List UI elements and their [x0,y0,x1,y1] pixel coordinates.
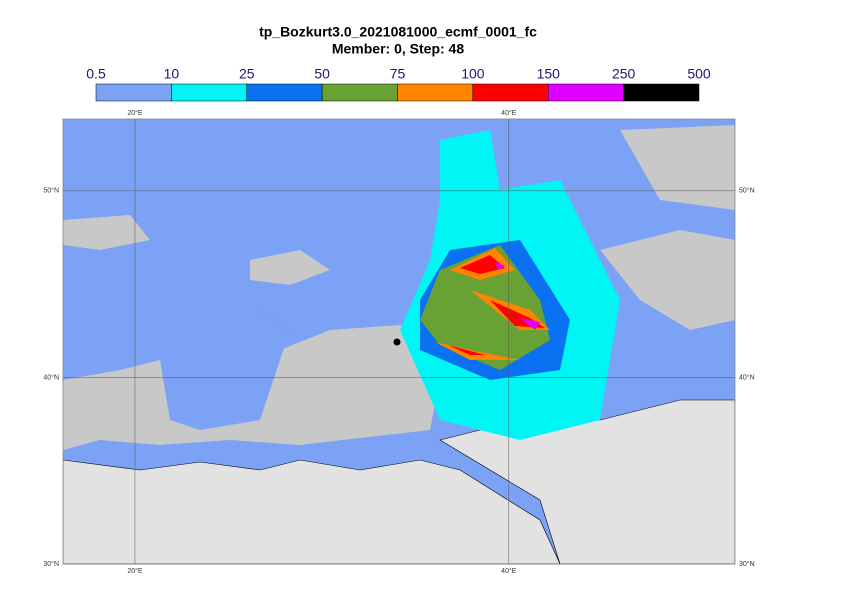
lon-label: 20°E [127,109,143,117]
land [63,215,150,250]
lat-label: 40°N [43,373,59,381]
precip-area [160,310,290,430]
lat-label: 30°N [739,560,755,568]
land [250,250,330,285]
colorbar-cell [171,83,247,102]
title: tp_Bozkurt3.0_2021081000_ecmf_0001_fc [259,24,537,40]
colorbar-cell [472,83,549,102]
colorbar-label: 500 [687,66,711,82]
land [63,459,561,564]
land [600,230,735,330]
lat-label: 40°N [739,373,755,381]
colorbar-cell [321,83,398,102]
location-marker [393,338,401,346]
lon-label: 40°E [501,567,517,575]
lon-label: 20°E [127,567,143,575]
colorbar-label: 0.5 [86,66,106,82]
colorbar-label: 100 [461,66,485,82]
map [63,119,735,564]
colorbar-label: 75 [390,66,406,82]
colorbar-cell [623,83,700,102]
precip-area [435,248,550,360]
colorbar-cell [397,83,474,102]
colorbar-label: 50 [314,66,330,82]
lat-label: 50°N [43,187,59,195]
precip-area [495,262,540,330]
colorbar-label: 10 [164,66,180,82]
colorbar-label: 150 [537,66,561,82]
precip-area [440,130,500,240]
lat-label: 30°N [43,560,59,568]
colorbar-cell [246,83,323,102]
lat-label: 50°N [739,187,755,195]
precip-area [448,255,545,355]
colorbar-label: 250 [612,66,636,82]
subtitle: Member: 0, Step: 48 [332,41,464,57]
colorbar-label: 25 [239,66,255,82]
colorbar-cell [95,83,172,102]
colorbar-cell [548,83,624,102]
land [620,125,735,210]
precip-area [420,245,550,370]
lon-label: 40°E [501,109,517,117]
